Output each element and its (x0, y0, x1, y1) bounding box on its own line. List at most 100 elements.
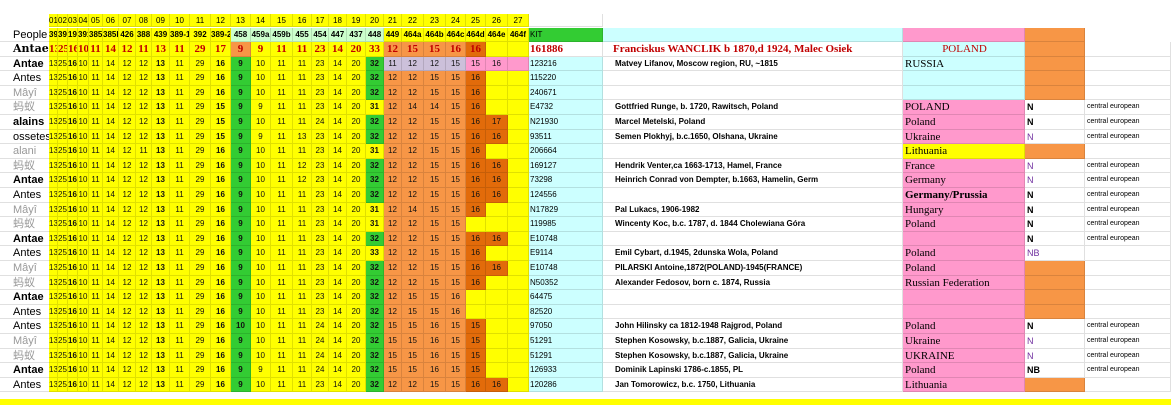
marker-cell[interactable] (486, 202, 508, 218)
marker-cell[interactable]: 16 (466, 85, 486, 101)
region[interactable] (1085, 377, 1171, 393)
marker-cell[interactable]: 25 (58, 158, 68, 174)
marker-cell[interactable]: 25 (58, 261, 68, 276)
region[interactable]: central european (1085, 158, 1171, 174)
marker-cell[interactable]: 14 (329, 115, 347, 130)
marker-cell[interactable]: 13 (152, 42, 170, 57)
marker-cell[interactable]: 15 (211, 100, 231, 115)
marker-cell[interactable]: 15 (424, 115, 446, 130)
people-label[interactable]: Antes (0, 304, 49, 320)
marker-cell[interactable]: 25 (58, 231, 68, 247)
marker-cell[interactable]: 29 (190, 158, 211, 174)
marker-cell[interactable]: 23 (312, 188, 329, 203)
haplogroup-flag[interactable] (1025, 377, 1085, 393)
marker-cell[interactable]: 16 (446, 290, 466, 305)
marker-cell[interactable] (508, 100, 529, 115)
marker-cell[interactable]: 11 (136, 144, 152, 159)
marker-cell[interactable]: 14 (329, 202, 347, 218)
marker-cell[interactable] (508, 275, 529, 291)
marker-cell[interactable] (508, 304, 529, 320)
marker-cell[interactable]: 12 (384, 231, 402, 247)
marker-cell[interactable]: 23 (312, 231, 329, 247)
marker-cell[interactable]: 13 (49, 363, 58, 378)
marker-cell[interactable]: 16 (466, 246, 486, 261)
marker-cell[interactable] (486, 100, 508, 115)
haplogroup-flag[interactable]: NB (1025, 246, 1085, 261)
marker-cell[interactable]: 25 (58, 304, 68, 320)
marker-cell[interactable]: 11 (89, 115, 103, 130)
marker-cell[interactable]: 15 (424, 144, 446, 159)
marker-cell[interactable]: 16 (486, 56, 508, 72)
haplogroup-flag[interactable]: N (1025, 173, 1085, 188)
marker-cell[interactable]: 16 (68, 42, 78, 57)
haplogroup-flag[interactable]: N (1025, 188, 1085, 203)
marker-cell[interactable]: 11 (89, 129, 103, 145)
marker-cell[interactable]: 9 (231, 290, 251, 305)
marker-cell[interactable]: 29 (190, 290, 211, 305)
marker-cell[interactable]: 15 (424, 173, 446, 188)
marker-cell[interactable]: 14 (103, 71, 119, 86)
marker-cell[interactable]: 13 (49, 144, 58, 159)
marker-cell[interactable]: 25 (58, 56, 68, 72)
marker-cell[interactable]: 20 (347, 261, 366, 276)
region[interactable] (1085, 261, 1171, 276)
person-name[interactable]: PILARSKI Antoine,1872(POLAND)-1945(FRANC… (603, 261, 903, 276)
marker-cell[interactable]: 12 (119, 85, 136, 101)
marker-cell[interactable]: 12 (136, 246, 152, 261)
marker-cell[interactable]: 11 (170, 115, 190, 130)
marker-cell[interactable]: 11 (170, 363, 190, 378)
marker-cell[interactable]: 11 (271, 71, 293, 86)
marker-cell[interactable]: 16 (466, 42, 486, 57)
marker-cell[interactable]: 16 (211, 71, 231, 86)
column-number[interactable]: 05 (89, 14, 103, 27)
marker-cell[interactable]: 10 (251, 173, 271, 188)
marker-cell[interactable]: 25 (58, 334, 68, 349)
marker-cell[interactable]: 16 (424, 348, 446, 364)
marker-cell[interactable]: 11 (170, 42, 190, 57)
marker-cell[interactable]: 23 (312, 290, 329, 305)
kit-number[interactable]: 51291 (529, 348, 603, 364)
marker-cell[interactable]: 20 (347, 363, 366, 378)
kit-number[interactable]: 82520 (529, 304, 603, 320)
marker-cell[interactable]: 14 (103, 275, 119, 291)
marker-cell[interactable]: 29 (190, 56, 211, 72)
marker-cell[interactable]: 16 (211, 158, 231, 174)
person-name[interactable]: Emil Cybart, d.1945, 2dunska Wola, Polan… (603, 246, 903, 261)
marker-cell[interactable]: 16 (486, 129, 508, 145)
marker-cell[interactable]: 29 (190, 319, 211, 334)
marker-cell[interactable]: 24 (312, 115, 329, 130)
marker-cell[interactable]: 14 (329, 217, 347, 232)
haplogroup-flag[interactable]: N (1025, 334, 1085, 349)
kit-number[interactable]: E9114 (529, 246, 603, 261)
marker-cell[interactable]: 10 (78, 334, 89, 349)
marker-cell[interactable]: 16 (466, 144, 486, 159)
marker-cell[interactable]: 16 (211, 261, 231, 276)
marker-cell[interactable]: 12 (119, 275, 136, 291)
marker-header[interactable]: 464f (508, 28, 529, 42)
marker-cell[interactable]: 32 (366, 334, 384, 349)
people-label[interactable]: 蚂蚁 (0, 348, 49, 364)
marker-cell[interactable]: 23 (312, 377, 329, 393)
marker-cell[interactable]: 23 (312, 71, 329, 86)
marker-cell[interactable]: 16 (68, 261, 78, 276)
marker-cell[interactable]: 15 (402, 304, 424, 320)
marker-cell[interactable]: 9 (231, 71, 251, 86)
marker-cell[interactable] (486, 304, 508, 320)
marker-cell[interactable]: 15 (424, 290, 446, 305)
marker-cell[interactable]: 11 (89, 348, 103, 364)
marker-header[interactable]: 393 (49, 28, 58, 42)
marker-cell[interactable]: 33 (366, 42, 384, 57)
marker-cell[interactable]: 16 (211, 231, 231, 247)
people-label[interactable]: 蚂蚁 (0, 217, 49, 232)
marker-cell[interactable]: 14 (329, 246, 347, 261)
marker-cell[interactable]: 29 (190, 173, 211, 188)
marker-cell[interactable]: 12 (119, 290, 136, 305)
people-label[interactable]: Antes (0, 246, 49, 261)
marker-cell[interactable]: 16 (486, 158, 508, 174)
marker-cell[interactable]: 11 (271, 319, 293, 334)
marker-cell[interactable]: 25 (58, 217, 68, 232)
person-name[interactable]: John Hilinsky ca 1812-1948 Rajgrod, Pola… (603, 319, 903, 334)
marker-cell[interactable]: 25 (58, 377, 68, 393)
marker-cell[interactable]: 29 (190, 100, 211, 115)
kit-number[interactable]: 93511 (529, 129, 603, 145)
